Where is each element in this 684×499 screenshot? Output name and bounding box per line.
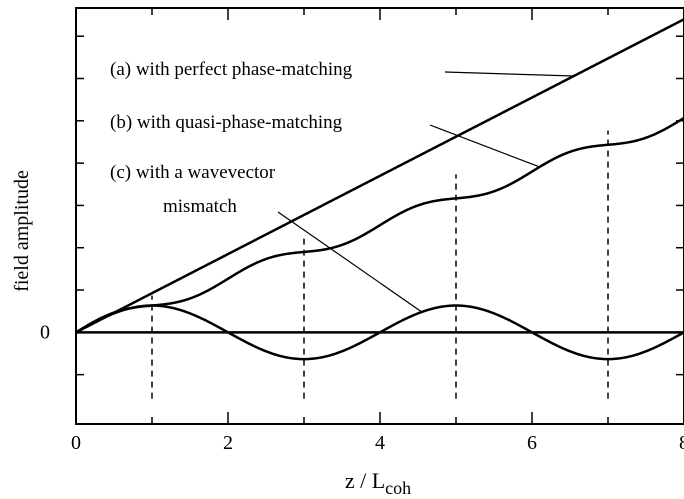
annotation-a: (a) with perfect phase-matching bbox=[110, 59, 353, 80]
x-tick-label: 0 bbox=[71, 432, 81, 454]
x-tick-label: 4 bbox=[375, 432, 385, 454]
series-line-a bbox=[75, 18, 684, 334]
x-axis-label-main: z / L bbox=[345, 468, 385, 493]
series-line-c bbox=[75, 304, 684, 361]
x-axis-label-sub: coh bbox=[385, 478, 411, 498]
plot-area: 0 2 4 6 8 0 bbox=[40, 7, 684, 454]
annotation-leader-b bbox=[429, 124, 540, 168]
annotation-leader-c bbox=[277, 211, 423, 313]
series-line-b bbox=[75, 116, 684, 334]
annotations: (a) with perfect phase-matching (b) with… bbox=[110, 59, 353, 217]
x-tick-label: 8 bbox=[679, 432, 684, 454]
x-tick-label: 6 bbox=[527, 432, 537, 454]
annotation-leader-a bbox=[444, 71, 574, 77]
x-tick-label: 2 bbox=[223, 432, 233, 454]
annotation-c-line1: (c) with a wavevector bbox=[110, 162, 276, 183]
x-axis-label: z / Lcoh bbox=[345, 468, 411, 498]
annotation-c-line2: mismatch bbox=[163, 196, 237, 217]
y-axis-label: field amplitude bbox=[11, 170, 33, 292]
y-tick-label: 0 bbox=[40, 321, 50, 343]
annotation-b: (b) with quasi-phase-matching bbox=[110, 112, 343, 133]
